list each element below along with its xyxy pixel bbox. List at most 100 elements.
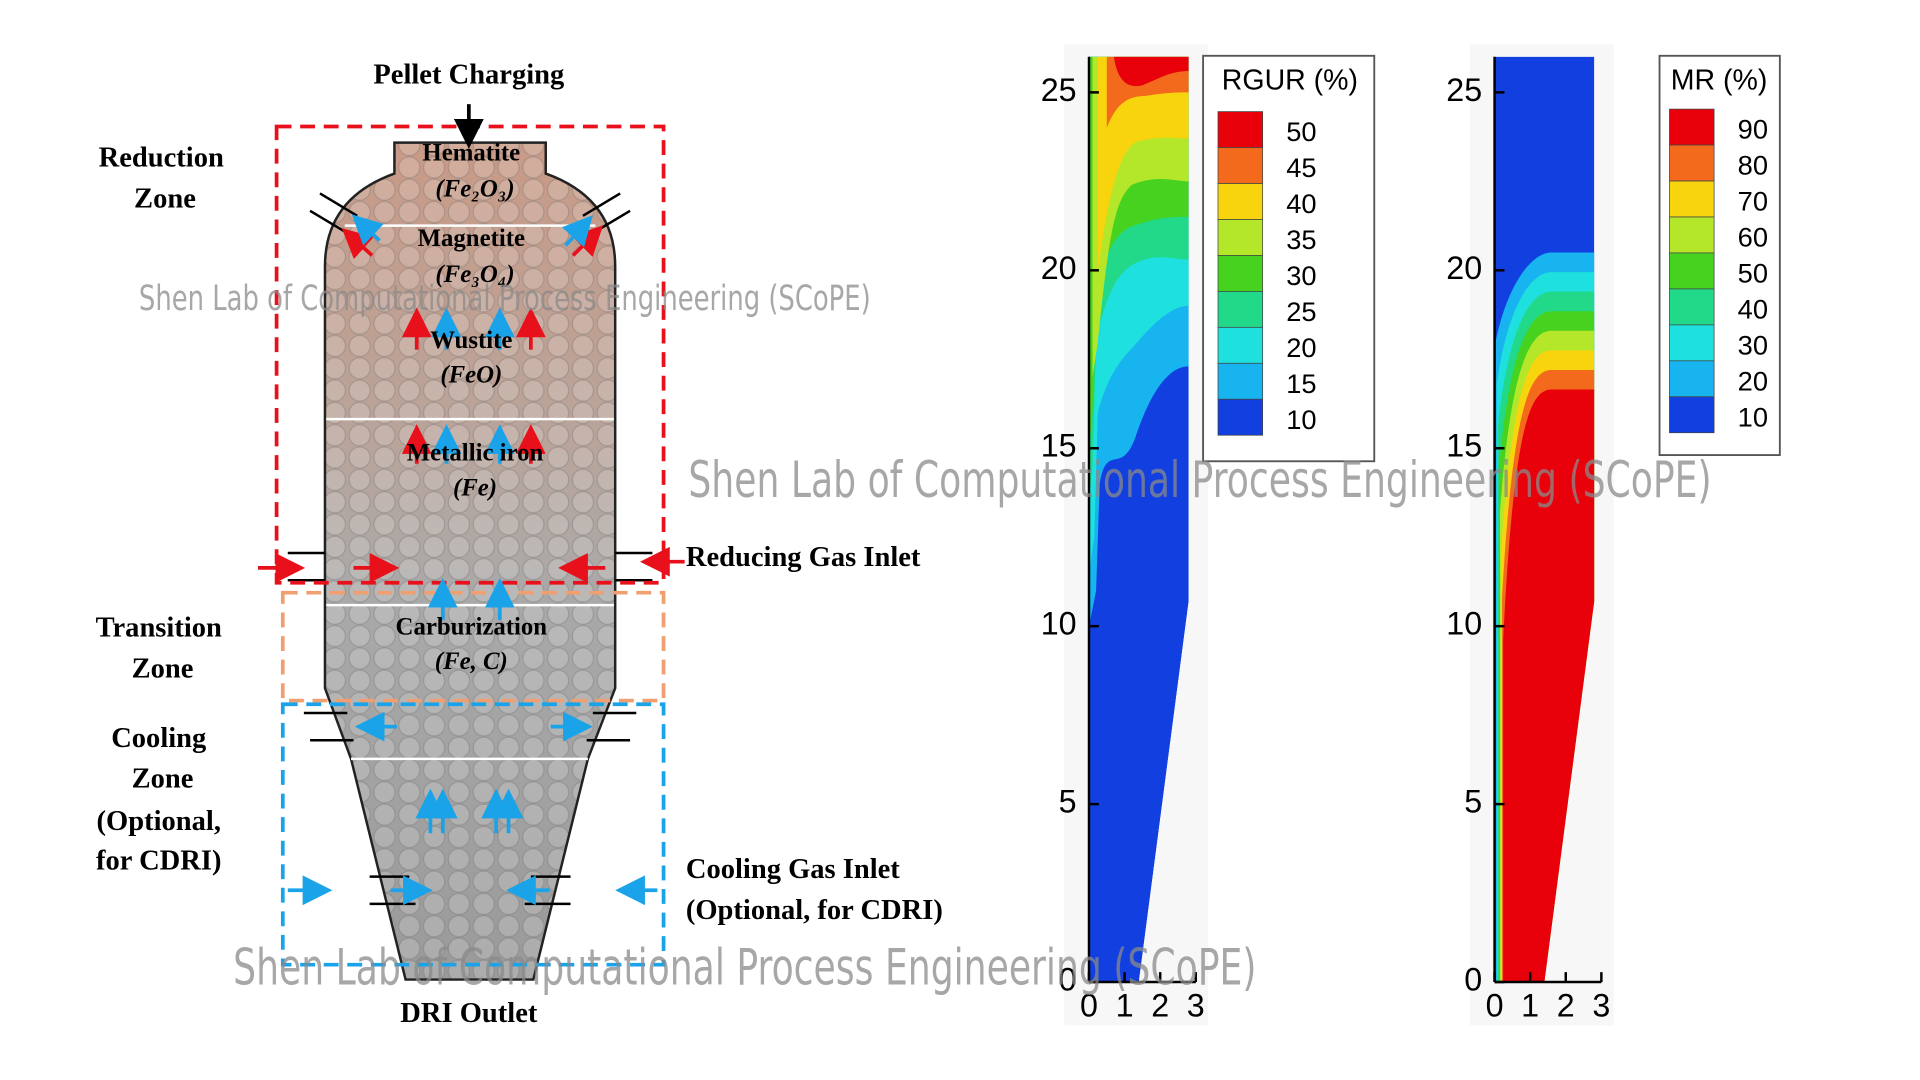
- x-tick-label: 0: [1080, 988, 1098, 1024]
- layer-formula: (Fe): [453, 474, 497, 501]
- cooling-inlet-label: (Optional, for CDRI): [686, 895, 943, 926]
- layer-dividers: [326, 224, 614, 761]
- nozzle: [582, 192, 621, 217]
- colorbar-swatch: [1669, 180, 1715, 218]
- layer-name: Carburization: [396, 613, 548, 640]
- transition-zone-box: [280, 590, 666, 703]
- layer-formula: (Fe, C): [435, 648, 508, 675]
- colorbar-swatch: [1217, 183, 1264, 220]
- x-tick-label: 1: [1521, 988, 1539, 1024]
- colorbar-label: 80: [1738, 150, 1768, 181]
- colorbar-label: 50: [1286, 116, 1316, 147]
- layer-name: Metallic iron: [407, 440, 544, 467]
- zone-label: Reduction: [99, 143, 224, 174]
- contour-field: [1088, 56, 1189, 983]
- layer-name: Wustite: [430, 327, 512, 354]
- layer-name: Magnetite: [418, 225, 525, 252]
- contour-field: [1494, 56, 1595, 983]
- y-tick-label: 20: [1041, 250, 1077, 286]
- y-tick-label: 25: [1041, 72, 1077, 108]
- colorbar-label: 20: [1738, 365, 1768, 396]
- x-tick-label: 3: [1187, 988, 1205, 1024]
- colorbar-swatch: [1217, 398, 1264, 436]
- colorbar-label: 35: [1286, 224, 1316, 255]
- colorbar-title: MR (%): [1671, 64, 1768, 96]
- layer-formula: (FeO): [440, 362, 502, 389]
- nozzle: [309, 209, 348, 235]
- colorbar-swatch: [1669, 108, 1715, 146]
- colorbar-label: 20: [1286, 332, 1316, 363]
- zone-label: Zone: [132, 764, 194, 795]
- colorbar-title: RGUR (%): [1222, 64, 1358, 96]
- colorbar-label: 10: [1738, 401, 1768, 432]
- y-tick-label: 15: [1446, 428, 1482, 464]
- y-tick-label: 20: [1446, 250, 1482, 286]
- y-tick-label: 5: [1059, 784, 1077, 820]
- zone-label: Zone: [132, 653, 194, 684]
- colorbar-swatch: [1217, 219, 1264, 256]
- colorbar-swatch: [1669, 252, 1715, 290]
- nozzle: [319, 192, 358, 217]
- zone-label: for CDRI): [96, 846, 221, 877]
- colorbar-swatch: [1669, 360, 1715, 398]
- y-tick-label: 5: [1464, 784, 1482, 820]
- zone-label: (Optional,: [97, 806, 221, 837]
- y-tick-label: 15: [1041, 428, 1077, 464]
- x-tick-label: 3: [1592, 988, 1610, 1024]
- colorbar-label: 60: [1738, 221, 1768, 252]
- layer-name: Hematite: [422, 140, 520, 167]
- colorbar-label: 30: [1738, 329, 1768, 360]
- colorbar-swatch: [1669, 216, 1715, 254]
- cooling-inlet-label: Cooling Gas Inlet: [686, 854, 900, 885]
- colorbar-swatch: [1669, 144, 1715, 182]
- colorbar-label: 10: [1286, 404, 1316, 435]
- colorbar: MR (%) 90 80 70 60 50 40 30 20 10: [1658, 54, 1781, 456]
- bottom-label: DRI Outlet: [400, 998, 538, 1029]
- x-tick-label: 2: [1557, 988, 1575, 1024]
- colorbar-label: 30: [1286, 260, 1316, 291]
- y-tick-label: 10: [1041, 606, 1077, 642]
- colorbar-label: 15: [1286, 368, 1316, 399]
- colorbar-swatch: [1217, 291, 1264, 328]
- x-tick-label: 2: [1151, 988, 1169, 1024]
- colorbar-label: 40: [1738, 293, 1768, 324]
- colorbar-label: 40: [1286, 188, 1316, 219]
- colorbar-label: 90: [1738, 114, 1768, 145]
- furnace-pellets: [323, 141, 617, 981]
- colorbar-label: 25: [1286, 296, 1316, 327]
- contour-region: [1113, 56, 1189, 87]
- y-tick-label: 10: [1446, 606, 1482, 642]
- gas-arrows: [257, 104, 685, 906]
- colorbar-swatch: [1217, 147, 1264, 184]
- zone-label: Cooling: [111, 723, 206, 754]
- y-tick-label: 0: [1059, 962, 1077, 998]
- colorbar-swatch: [1669, 396, 1715, 434]
- layer-labels: Hematite (Fe₂O₃) Magnetite (Fe₃O₄) Wusti…: [396, 140, 548, 675]
- zone-label: Transition: [96, 612, 222, 643]
- contour-region: [1503, 389, 1595, 983]
- layer-formula: (Fe₃O₄): [435, 261, 514, 288]
- colorbar-swatch: [1217, 111, 1264, 148]
- zone-label: Zone: [134, 183, 196, 214]
- colorbar-label: 45: [1286, 152, 1316, 183]
- watermark: Shen Lab of Computational Process Engine…: [233, 938, 1256, 996]
- reducing-inlet-label: Reducing Gas Inlet: [686, 542, 921, 573]
- watermark: Shen Lab of Computational Process Engine…: [139, 279, 871, 319]
- arrow: [351, 214, 384, 246]
- top-label: Pellet Charging: [373, 59, 564, 90]
- contour-region: [1097, 56, 1189, 271]
- y-tick-label: 25: [1446, 72, 1482, 108]
- colorbar-label: 50: [1738, 257, 1768, 288]
- arrow: [561, 215, 593, 248]
- colorbar-label: 70: [1738, 186, 1768, 217]
- colorbar-swatch: [1669, 288, 1715, 326]
- colorbar-swatch: [1217, 362, 1264, 400]
- colorbar: RGUR (%) 50 45 40 35 30 25 20 15 10: [1202, 54, 1376, 463]
- layer-formula: (Fe₂O₃): [435, 176, 514, 203]
- cooling-zone-box: [280, 702, 666, 967]
- x-tick-label: 1: [1116, 988, 1134, 1024]
